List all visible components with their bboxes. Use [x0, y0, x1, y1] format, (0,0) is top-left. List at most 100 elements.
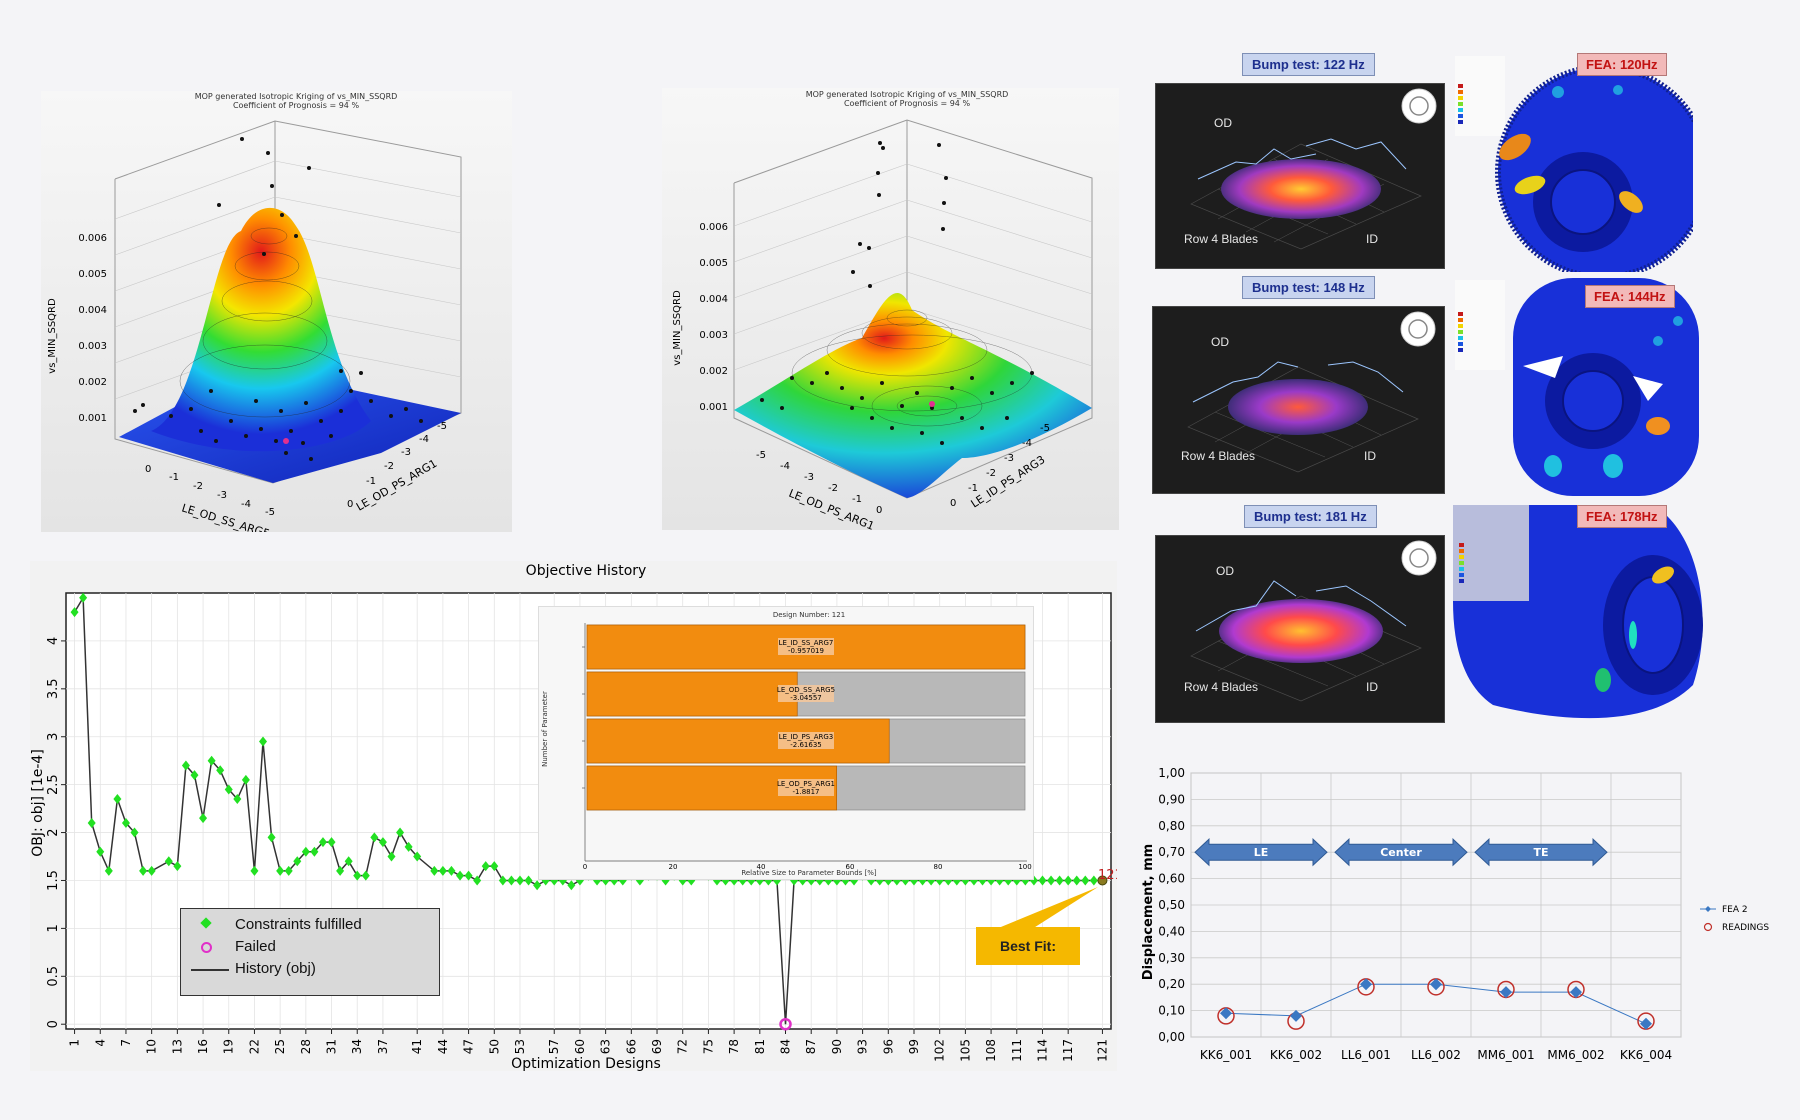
inset-xtick: 80 [934, 863, 943, 871]
surface-plot-right: MOP generated Isotropic Kriging of vs_MI… [662, 88, 1119, 533]
fulfilled-point [481, 861, 490, 872]
fea-point [1290, 1009, 1302, 1022]
fulfilled-point [96, 846, 105, 857]
bump-test-plot: OD ID Row 4 Blades [1152, 306, 1445, 494]
y-tick-label: 0,00 [1158, 1030, 1185, 1044]
x-tick-label: 7 [119, 1039, 133, 1047]
parameter-name: LE_ID_SS_ARG7 [779, 639, 834, 647]
y-tick-label: 3.5 [46, 678, 61, 699]
row-label: Row 4 Blades [1181, 449, 1256, 463]
x-tick-label: 25 [273, 1039, 287, 1054]
row-label: Row 4 Blades [1184, 232, 1259, 246]
y-tick-label: 0,60 [1158, 872, 1185, 886]
fulfilled-point [344, 856, 353, 867]
y-tick-label: 0 [46, 1020, 61, 1028]
surface-left-ztick: 0.002 [78, 377, 107, 388]
surface-left-xlabel: LE_OD_SS_ARG5 [180, 501, 271, 532]
parameter-value: -1.8817 [792, 788, 819, 796]
surface-left-ytick: -1 [366, 476, 376, 487]
surface-left-svg: MOP generated Isotropic Kriging of vs_MI… [47, 92, 462, 541]
surface-left-ytick: -3 [401, 447, 411, 458]
fulfilled-point [113, 794, 122, 805]
fulfilled-point [361, 870, 370, 881]
row-label: Row 4 Blades [1184, 680, 1259, 694]
x-tick-label: LL6_002 [1411, 1048, 1461, 1062]
history-line-icon [191, 969, 229, 971]
fea-point [1220, 1007, 1232, 1020]
region-arrow [1194, 838, 1328, 867]
fulfilled-point [396, 827, 405, 838]
fulfilled-point [284, 865, 293, 876]
od-label: OD [1214, 116, 1232, 130]
fulfilled-point [447, 865, 456, 876]
surface-right-xtick: -3 [804, 472, 814, 483]
fulfilled-point [524, 875, 533, 886]
surface-left-zlabel: vs_MIN_SSQRD [47, 298, 58, 374]
y-tick-label: 0,20 [1158, 977, 1185, 991]
surface-left-ytick: -4 [419, 434, 429, 445]
id-label: ID [1366, 232, 1378, 246]
parameter-bar-fill [586, 671, 798, 717]
surface-left-ztick: 0.003 [78, 341, 107, 352]
y-tick-label: 2 [46, 828, 61, 836]
x-tick-label: 93 [856, 1039, 870, 1054]
failed-point [779, 1017, 792, 1031]
x-tick-label: 44 [436, 1039, 450, 1054]
fulfilled-point [336, 865, 345, 876]
parameter-bar-fill [586, 718, 890, 764]
best-design-label: 121 [1098, 868, 1117, 883]
x-tick-label: 114 [1035, 1039, 1049, 1062]
fulfilled-point [216, 765, 225, 776]
parameter-value: -2.61635 [790, 741, 821, 749]
legend-readings-label: READINGS [1722, 923, 1769, 933]
x-tick-label: 69 [650, 1039, 664, 1054]
fulfilled-point [147, 865, 156, 876]
inset-xtick: 40 [757, 863, 766, 871]
fulfilled-point [224, 784, 233, 795]
x-tick-label: 117 [1061, 1039, 1075, 1062]
surface-left-peak [151, 207, 371, 452]
x-tick-label: LL6_001 [1341, 1048, 1391, 1062]
x-tick-label: 60 [573, 1039, 587, 1054]
fulfilled-point [259, 736, 268, 747]
best-fit-callout: Best Fit: [976, 927, 1080, 965]
modal-comparison: Bump test: 122 Hz OD ID Row 4 Blades [1150, 50, 1800, 740]
surface-right-ytick: -3 [1004, 453, 1014, 464]
x-tick-label: 28 [299, 1039, 313, 1054]
x-tick-label: 90 [830, 1039, 844, 1054]
surface-left-ztick: 0.001 [78, 413, 107, 424]
fea-point [1640, 1017, 1652, 1030]
region-arrow-label: LE [1254, 846, 1269, 859]
displacement-chart: Displacement, mm 0,00 0,10 0,20 0,30 0,40 0,5… [1138, 755, 1800, 1080]
surface-left-ytick: 0 [347, 499, 353, 510]
displacement-ylabel: Displacement, mm [1141, 844, 1156, 980]
surface-right-samples [760, 141, 1034, 445]
fulfilled-point [207, 755, 216, 766]
fulfilled-point [438, 865, 447, 876]
surface-right-surface [734, 293, 1092, 498]
fulfilled-point [190, 770, 199, 781]
fulfilled-point [267, 832, 276, 843]
region-arrow-label: Center [1380, 846, 1422, 859]
surface-right-ytick: -2 [986, 468, 996, 479]
fulfilled-point [121, 817, 130, 828]
surface-left-subtitle: Coefficient of Prognosis = 94 % [233, 101, 359, 110]
fulfilled-point [533, 880, 542, 891]
region-arrow [1474, 838, 1608, 867]
x-tick-label: 10 [145, 1039, 159, 1054]
objective-ylabel: OBJ: obj] [1e-4] [30, 749, 46, 857]
fulfilled-point [1047, 875, 1056, 886]
failed-marker-icon [201, 942, 212, 953]
legend-failed: Failed [235, 938, 276, 955]
surface-left-samples [133, 137, 423, 461]
fulfilled-point [464, 870, 473, 881]
x-tick-label: 96 [881, 1039, 895, 1054]
bump-test-plot: OD ID Row 4 Blades [1155, 83, 1445, 269]
fulfilled-point [310, 846, 319, 857]
surface-right-ztick: 0.006 [699, 222, 728, 233]
fulfilled-point [1072, 875, 1081, 886]
surface-left-ytick: -5 [437, 421, 447, 432]
fulfilled-point [1055, 875, 1064, 886]
fulfilled-point [413, 851, 422, 862]
fulfilled-point [87, 817, 96, 828]
